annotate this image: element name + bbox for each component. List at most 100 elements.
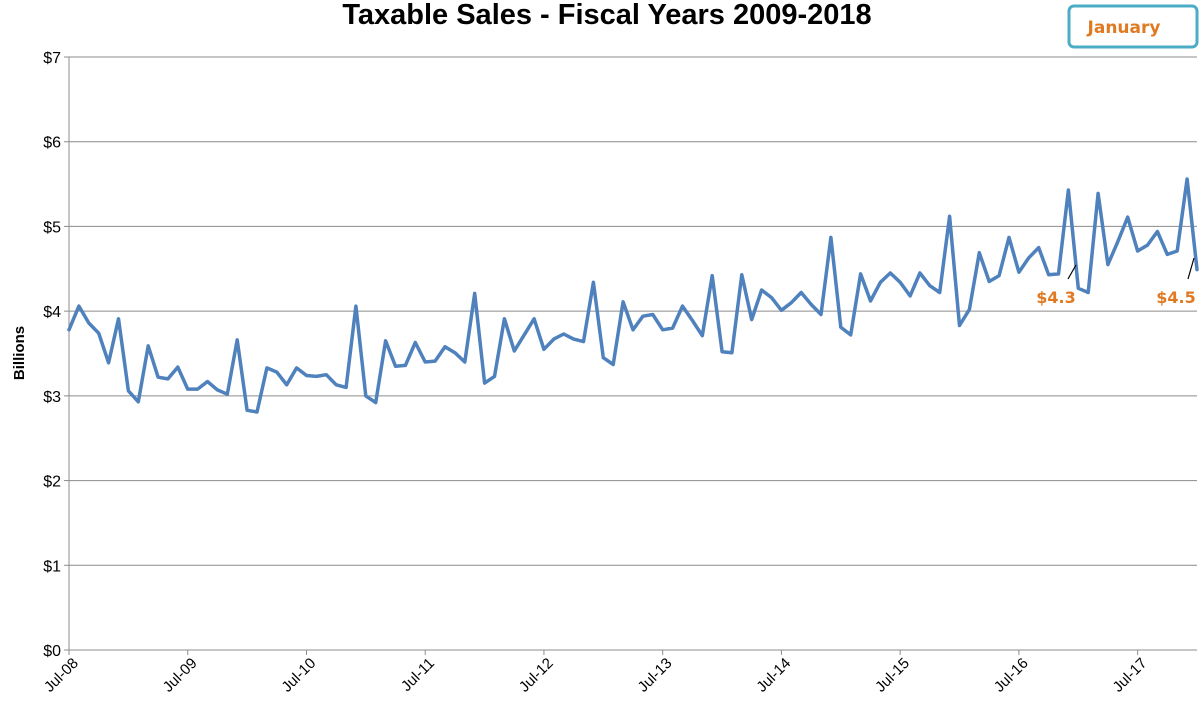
data-point [542, 347, 546, 351]
data-point [1037, 246, 1041, 250]
y-tick-label: $0 [43, 643, 61, 660]
data-point [948, 214, 952, 218]
data-point [502, 317, 506, 321]
data-point [225, 392, 229, 396]
data-point [1126, 215, 1130, 219]
data-point [869, 299, 873, 303]
data-point [621, 300, 625, 304]
data-point [374, 401, 378, 405]
data-point [87, 321, 91, 325]
data-point [512, 349, 516, 353]
data-point [601, 356, 605, 360]
data-point [1116, 240, 1120, 244]
data-point [958, 324, 962, 328]
data-point [552, 337, 556, 341]
data-point [364, 394, 368, 398]
annotation-label: $4.5 [1156, 288, 1195, 307]
y-tick-label: $3 [43, 389, 61, 406]
data-point [730, 351, 734, 355]
data-point [255, 410, 259, 414]
data-point [1146, 243, 1150, 247]
data-point [532, 317, 536, 321]
data-point [136, 400, 140, 404]
data-point [1096, 191, 1100, 195]
data-point [720, 350, 724, 354]
data-point [97, 331, 101, 335]
data-point [354, 304, 358, 308]
data-point [582, 340, 586, 344]
legend-badge: January [1067, 4, 1199, 49]
data-point [1175, 249, 1179, 253]
data-point [67, 328, 71, 332]
data-point [77, 304, 81, 308]
annotation-jan-17: $4.3 [1036, 264, 1077, 307]
data-point [1086, 291, 1090, 295]
data-point [107, 361, 111, 365]
data-point [700, 334, 704, 338]
x-tick-label: Jul-14 [753, 655, 794, 696]
y-tick-label: $2 [43, 474, 61, 491]
data-point [473, 291, 477, 295]
data-point [859, 272, 863, 276]
y-axis-label: Billions [11, 326, 28, 380]
data-point [839, 325, 843, 329]
x-tick-label: Jul-16 [991, 655, 1032, 696]
data-point [522, 333, 526, 337]
gridlines [69, 56, 1197, 566]
data-points [67, 177, 1199, 414]
data-point [849, 333, 853, 337]
data-point [1185, 177, 1189, 181]
data-point [384, 339, 388, 343]
series-line [67, 177, 1199, 414]
data-point [967, 307, 971, 311]
badge-box [1067, 4, 1199, 49]
data-point [314, 374, 318, 378]
data-point [760, 288, 764, 292]
data-point [829, 235, 833, 239]
data-point [423, 360, 427, 364]
data-point [1165, 252, 1169, 256]
data-point [1106, 263, 1110, 267]
data-point [1155, 230, 1159, 234]
data-point [117, 317, 121, 321]
x-tick-label: Jul-11 [398, 655, 438, 695]
data-point [591, 280, 595, 284]
data-point [334, 383, 338, 387]
data-point [443, 345, 447, 349]
data-point [305, 374, 309, 378]
data-point [275, 370, 279, 374]
data-point [750, 318, 754, 322]
data-point [572, 337, 576, 341]
data-point [1047, 273, 1051, 277]
data-point [641, 314, 645, 318]
data-point [215, 388, 219, 392]
data-point [987, 280, 991, 284]
data-point [779, 308, 783, 312]
data-point [997, 274, 1001, 278]
data-point [1017, 270, 1021, 274]
data-point [453, 351, 457, 355]
data-point [206, 380, 210, 384]
chart-title: Taxable Sales - Fiscal Years 2009-2018 [342, 0, 871, 31]
data-point [265, 366, 269, 370]
x-tick-label: Jul-08 [41, 655, 82, 696]
data-point [799, 291, 803, 295]
data-point [938, 291, 942, 295]
data-point [789, 301, 793, 305]
data-point [690, 319, 694, 323]
data-point [403, 363, 407, 367]
data-point [1057, 272, 1061, 276]
data-point [394, 364, 398, 368]
data-point [285, 383, 289, 387]
annotation-jan-18: $4.5 [1156, 257, 1196, 307]
data-point [611, 363, 615, 367]
data-point [166, 377, 170, 381]
data-point [413, 341, 417, 345]
data-point [126, 389, 130, 393]
y-tick-label: $5 [43, 219, 61, 236]
annotation-label: $4.3 [1036, 288, 1075, 307]
y-axis-ticks: $0 $1 $2 $3 $4 $5 $6 $7 [43, 50, 69, 660]
badge-label: January [1087, 18, 1161, 38]
data-point [344, 385, 348, 389]
